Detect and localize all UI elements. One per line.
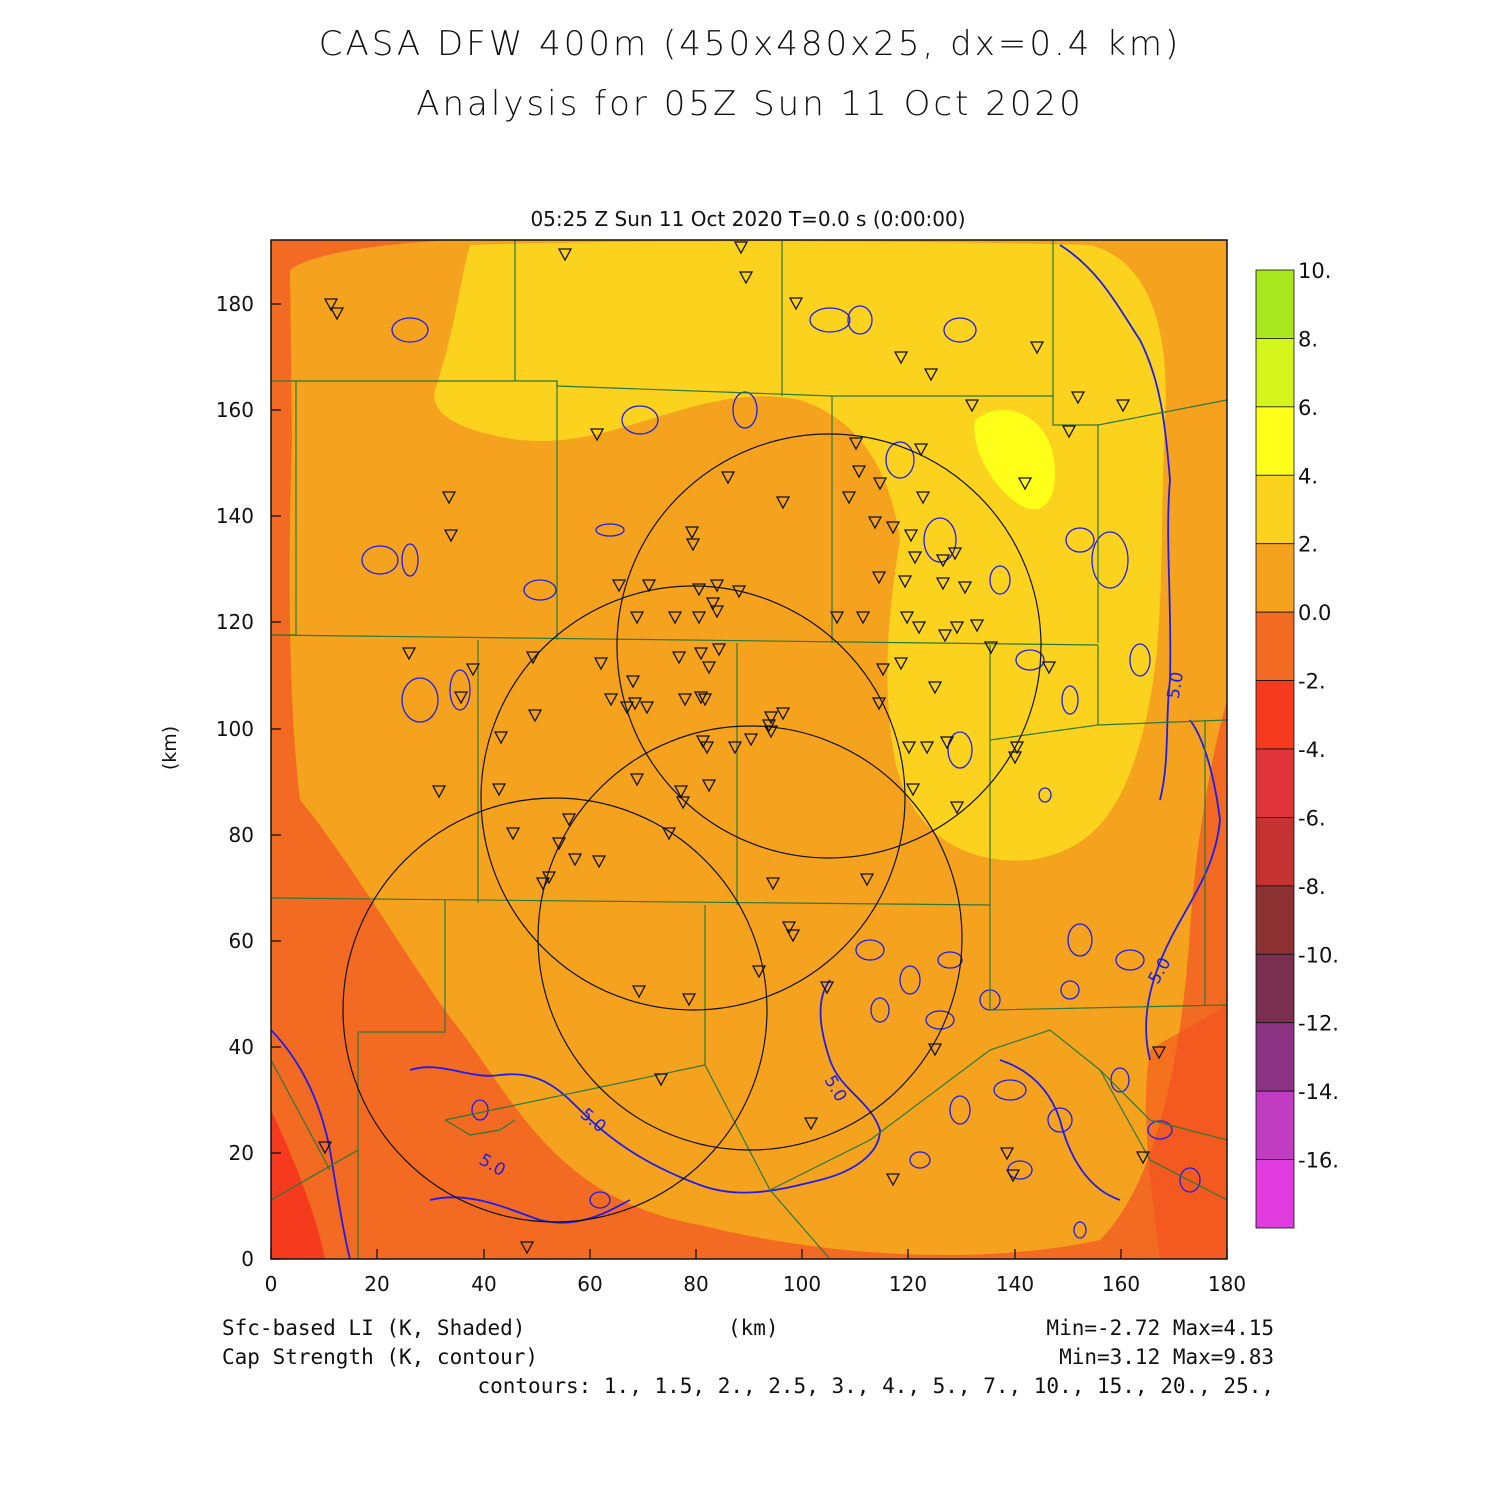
colorbar-label: 4. — [1298, 464, 1318, 488]
title-line-2: Analysis for 05Z Sun 11 Oct 2020 — [416, 84, 1084, 124]
colorbar-label: -4. — [1298, 738, 1326, 762]
x-tick-label: 180 — [1208, 1272, 1246, 1296]
colorbar: 10. 8. 6. 4. 2. 0.0 -2. -4. -6. -8. -10. -12. -14. -1… — [1255, 259, 1339, 1229]
y-axis-label: (km) — [159, 726, 181, 770]
colorbar-label: 10. — [1298, 259, 1331, 283]
colorbar-swatch — [1255, 543, 1295, 613]
colorbar-label: -10. — [1298, 943, 1339, 967]
x-tick-label: 0 — [265, 1272, 278, 1296]
radar-ring-center — [480, 585, 906, 1011]
colorbar-label: -14. — [1298, 1080, 1339, 1104]
cap-strength-small-contours — [361, 305, 1201, 1239]
colorbar-label: -8. — [1298, 875, 1326, 899]
li-band-6-8 — [974, 410, 1055, 510]
colorbar-label: -6. — [1298, 806, 1326, 830]
contour-levels: contours: 1., 1.5, 2., 2.5, 3., 4., 5., … — [477, 1374, 1274, 1398]
county-boundaries — [271, 240, 1227, 1259]
y-tick-label: 140 — [216, 504, 254, 528]
radar-range-rings — [342, 433, 1042, 1223]
colorbar-swatch — [1255, 611, 1295, 681]
colorbar-swatch — [1255, 953, 1295, 1024]
y-tick-label: 180 — [216, 292, 254, 316]
valid-time: 05:25 Z Sun 11 Oct 2020 T=0.0 s (0:00:00… — [530, 207, 965, 231]
plot-frame — [270, 239, 1228, 1260]
y-axis-tick-labels: 0 20 40 60 80 100 120 140 160 180 — [216, 292, 254, 1271]
x-tick-label: 160 — [1102, 1272, 1140, 1296]
colorbar-swatch — [1255, 1022, 1295, 1092]
y-tick-label: 80 — [229, 823, 254, 847]
contour-label: 5.0 — [1164, 670, 1188, 700]
colorbar-label: 6. — [1298, 396, 1318, 420]
title-line-1: CASA DFW 400m (450x480x25, dx=0.4 km) — [318, 24, 1182, 64]
y-tick-label: 160 — [216, 398, 254, 422]
y-tick-label: 120 — [216, 610, 254, 634]
colorbar-label: 2. — [1298, 533, 1318, 557]
colorbar-swatch — [1255, 338, 1295, 408]
colorbar-swatch — [1255, 680, 1295, 750]
colorbar-label: -2. — [1298, 670, 1326, 694]
colorbar-label: 8. — [1298, 327, 1318, 351]
shaded-field-label: Sfc-based LI (K, Shaded) — [222, 1316, 526, 1340]
colorbar-swatch — [1255, 748, 1295, 818]
x-axis-tick-labels: 0 20 40 60 80 100 120 140 160 180 — [265, 1272, 1246, 1296]
cap-strength-contours — [271, 244, 1221, 1259]
x-tick-label: 120 — [889, 1272, 927, 1296]
contour-min-max: Min=3.12 Max=9.83 — [1059, 1345, 1274, 1369]
x-tick-label: 80 — [683, 1272, 708, 1296]
x-tick-label: 100 — [783, 1272, 821, 1296]
x-axis-label: (km) — [728, 1316, 779, 1340]
radar-ring-southwest — [342, 797, 768, 1223]
y-tick-label: 60 — [229, 929, 254, 953]
x-tick-label: 60 — [577, 1272, 602, 1296]
colorbar-label: -12. — [1298, 1012, 1339, 1036]
colorbar-swatch — [1255, 474, 1295, 545]
colorbar-label: -16. — [1298, 1149, 1339, 1173]
x-tick-label: 20 — [364, 1272, 389, 1296]
x-tick-label: 140 — [996, 1272, 1034, 1296]
y-tick-label: 100 — [216, 717, 254, 741]
colorbar-swatch — [1255, 885, 1295, 955]
colorbar-swatch — [1255, 817, 1295, 887]
y-tick-label: 40 — [229, 1035, 254, 1059]
radar-ring-north — [616, 433, 1042, 859]
radar-ring-south — [537, 725, 963, 1151]
colorbar-swatch — [1255, 1159, 1295, 1229]
colorbar-swatch — [1255, 269, 1295, 339]
li-shaded-field — [271, 240, 1227, 1259]
axis-tick-marks — [270, 303, 1228, 1260]
x-tick-label: 40 — [471, 1272, 496, 1296]
shaded-min-max: Min=-2.72 Max=4.15 — [1046, 1316, 1274, 1340]
contour-field-label: Cap Strength (K, contour) — [222, 1345, 539, 1369]
colorbar-swatch — [1255, 1090, 1295, 1160]
colorbar-swatch — [1255, 406, 1295, 476]
y-tick-label: 0 — [241, 1247, 254, 1271]
colorbar-label: 0.0 — [1298, 601, 1331, 625]
y-tick-label: 20 — [229, 1141, 254, 1165]
